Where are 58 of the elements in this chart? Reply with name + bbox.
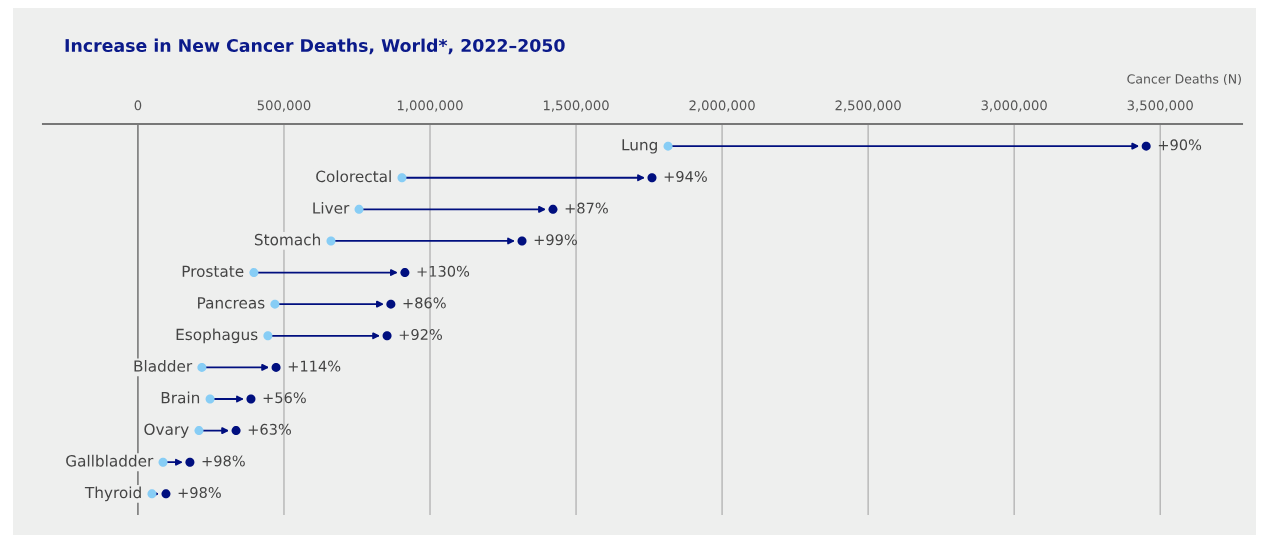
annotation: +98% xyxy=(202,455,245,467)
y-tick-label: Esophagus xyxy=(176,328,258,344)
point xyxy=(400,268,410,278)
point xyxy=(231,426,241,436)
y-tick-label: Bladder xyxy=(134,359,193,372)
y-tick-label: Gallbladder xyxy=(66,454,154,467)
point xyxy=(386,299,396,309)
point xyxy=(326,236,336,246)
point xyxy=(194,426,204,436)
y-tick-label: Lung xyxy=(622,139,657,154)
y-tick-label: Colorectal xyxy=(316,170,391,183)
point xyxy=(271,362,281,372)
annotation: +130% xyxy=(417,265,470,277)
point xyxy=(205,394,215,404)
y-tick-label: Liver xyxy=(313,201,350,214)
point xyxy=(397,173,407,183)
point xyxy=(246,394,256,404)
point xyxy=(382,331,392,341)
point xyxy=(161,489,171,499)
y-tick-label: Prostate xyxy=(182,265,244,277)
x-tick-label: 2,500,000 xyxy=(835,100,901,112)
y-tick-label: Brain xyxy=(161,391,200,404)
annotation: +94% xyxy=(664,170,707,182)
chart-title: Increase in New Cancer Deaths, World*, 2022–2050 xyxy=(65,38,565,55)
point xyxy=(147,489,157,499)
x-tick-label: 500,000 xyxy=(257,100,311,112)
y-tick-label: Stomach xyxy=(254,233,320,246)
annotation: +90% xyxy=(1158,139,1202,151)
x-tick-label: 1,000,000 xyxy=(397,100,463,112)
x-tick-label: 2,000,000 xyxy=(689,100,755,112)
x-tick-label: 0 xyxy=(134,100,142,111)
y-tick-label: Pancreas xyxy=(198,297,265,309)
annotation: +56% xyxy=(263,392,306,404)
annotation: +92% xyxy=(399,328,443,341)
point xyxy=(185,457,195,467)
x-tick-label: 3,500,000 xyxy=(1127,100,1193,112)
point xyxy=(1141,141,1151,151)
point xyxy=(197,362,207,372)
point xyxy=(158,457,168,467)
annotation: +63% xyxy=(248,423,292,435)
y-tick-label: Ovary xyxy=(144,423,189,438)
point xyxy=(270,299,280,309)
point xyxy=(249,268,259,278)
x-tick-label: 1,500,000 xyxy=(543,100,609,112)
annotation: +114% xyxy=(288,360,341,372)
point xyxy=(647,173,657,183)
x-tick-label: 3,000,000 xyxy=(981,100,1047,112)
point xyxy=(354,204,364,214)
point xyxy=(263,331,273,341)
annotation: +98% xyxy=(178,487,221,499)
point xyxy=(517,236,527,246)
annotation: +86% xyxy=(403,297,446,309)
y-tick-label: Thyroid xyxy=(84,486,141,502)
point xyxy=(663,141,673,151)
annotation: +99% xyxy=(534,234,577,246)
x-axis-title: Cancer Deaths (N) xyxy=(1127,73,1241,86)
point xyxy=(548,204,558,214)
annotation: +87% xyxy=(565,202,608,214)
